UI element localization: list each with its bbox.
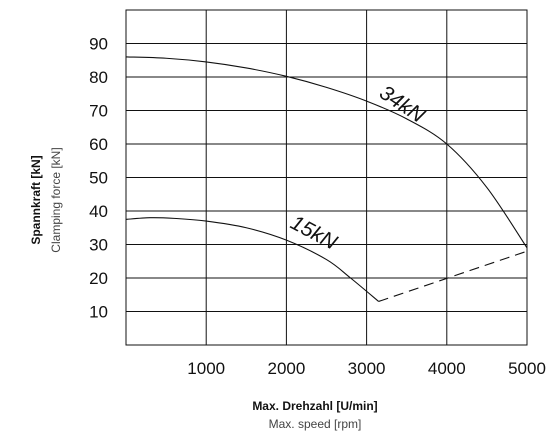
y-tick-label-90: 90 [89,35,108,54]
x-tick-label-4000: 4000 [428,359,466,378]
series-label-34kn: 34kN [375,81,429,128]
y-axis-label-secondary: Clamping force [kN] [49,147,63,252]
series-line-34kn [125,56,528,249]
x-axis-label-secondary: Max. speed [rpm] [269,417,362,431]
y-axis-label: Spannkraft [kN] [29,155,43,244]
y-tick-label-40: 40 [89,202,108,221]
y-tick-label-70: 70 [89,102,108,121]
y-tick-label-20: 20 [89,269,108,288]
x-axis-label: Max. Drehzahl [U/min] [252,399,377,413]
x-tick-labels: 1000 2000 3000 4000 5000 [187,359,546,378]
plot-border [125,9,528,346]
series-layer [125,56,528,302]
x-tick-label-2000: 2000 [267,359,305,378]
series-line-15kn [125,217,379,302]
x-tick-label-5000: 5000 [508,359,546,378]
y-tick-labels: 10 20 30 40 50 60 70 80 90 [89,35,108,322]
series-label-15kn: 15kN [287,211,342,255]
y-tick-label-60: 60 [89,135,108,154]
plot-frame [125,9,528,346]
series-line-dashed [378,250,528,302]
y-tick-label-10: 10 [89,303,108,322]
x-tick-label-1000: 1000 [187,359,225,378]
x-tick-label-3000: 3000 [348,359,386,378]
y-tick-label-50: 50 [89,169,108,188]
y-tick-label-80: 80 [89,68,108,87]
y-tick-label-30: 30 [89,236,108,255]
